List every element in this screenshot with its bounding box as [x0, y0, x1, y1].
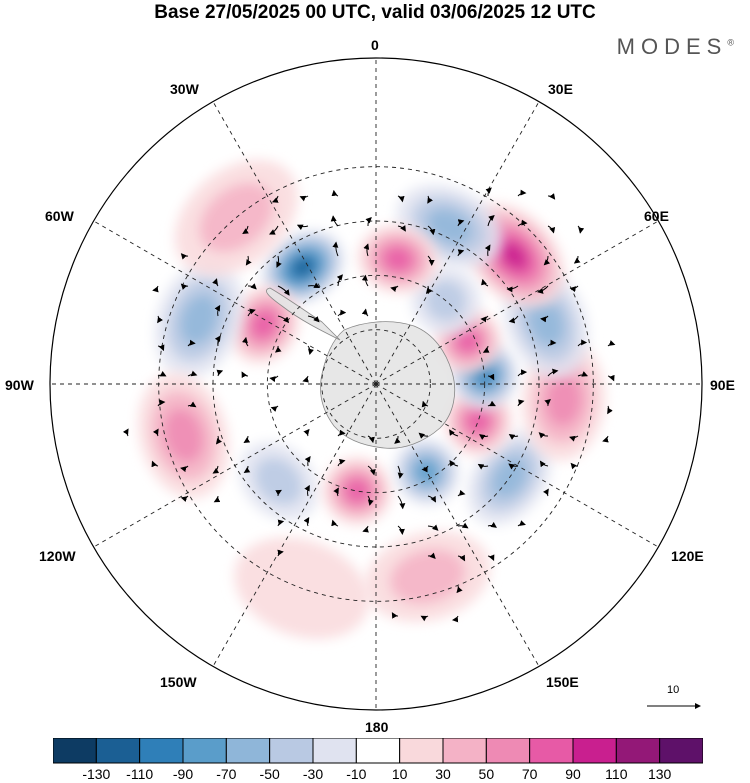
colorbar-tick-label: -10 [346, 766, 367, 782]
lon-label-150e: 150E [546, 674, 579, 690]
colorbar-segment [355, 738, 401, 764]
lon-label-90e: 90E [710, 377, 735, 393]
lon-label-30e: 30E [548, 81, 573, 97]
map-title: Base 27/05/2025 00 UTC, valid 03/06/2025… [154, 2, 596, 23]
colorbar-tick-label: 90 [565, 766, 581, 782]
lon-label-60w: 60W [45, 208, 74, 224]
anomaly-positive [364, 530, 491, 622]
colorbar-segment [442, 738, 487, 764]
map-boundary [49, 57, 703, 711]
map-field [50, 58, 702, 710]
antarctica [266, 287, 456, 449]
colorbar-tick-label: 110 [605, 766, 628, 782]
colorbar-segment [615, 738, 661, 764]
colorbar-tick-label: -50 [259, 766, 280, 782]
colorbar-tick-label: -70 [216, 766, 237, 782]
colorbar-segment [485, 738, 531, 764]
lon-label-120e: 120E [671, 548, 704, 564]
colorbar-tick-label: 50 [478, 766, 495, 782]
colorbar-segment [182, 738, 227, 764]
reference-vector-label: 10 [667, 684, 680, 696]
anomaly-negative [239, 441, 319, 521]
colorbar-segment [269, 738, 314, 764]
anomaly-negative [154, 261, 244, 378]
graticule [50, 58, 702, 710]
colorbar-tick-label: 130 [647, 766, 672, 782]
colorbar-segment [399, 738, 444, 764]
colorbar [53, 738, 703, 764]
colorbar-segment [95, 738, 141, 764]
lon-label-90w: 90W [5, 377, 34, 393]
colorbar-segment [529, 738, 574, 764]
colorbar-tick-label: -90 [172, 766, 194, 782]
lon-label-0: 0 [371, 37, 379, 53]
lon-label-180: 180 [365, 719, 389, 735]
brand-mark: ® [727, 37, 734, 48]
colorbar-tick-label: 10 [391, 766, 408, 782]
colorbar-segment [139, 738, 184, 764]
lon-label-30w: 30W [170, 81, 199, 97]
wind-vectors [122, 187, 616, 623]
brand-name: MODES [616, 34, 728, 59]
colorbar-segment [572, 738, 617, 764]
lon-label-120w: 120W [39, 548, 76, 564]
anomaly-negative [261, 230, 345, 305]
anomaly-positive [522, 340, 606, 461]
colorbar-tick-label: 70 [521, 766, 538, 782]
anomaly-positive [357, 224, 439, 294]
colorbar-segment [659, 738, 703, 764]
lon-label-150w: 150W [160, 674, 197, 690]
colorbar-tick-label: -30 [302, 766, 324, 782]
colorbar-segment [53, 738, 97, 764]
colorbar-tick-label: 30 [435, 766, 451, 782]
lon-label-60e: 60E [644, 208, 669, 224]
modes-logo: MODES® [617, 34, 734, 60]
colorbar-segment [225, 738, 271, 764]
colorbar-segment [312, 738, 357, 764]
colorbar-tick-label: -130 [82, 766, 111, 782]
colorbar-tick-label: -110 [126, 766, 154, 782]
